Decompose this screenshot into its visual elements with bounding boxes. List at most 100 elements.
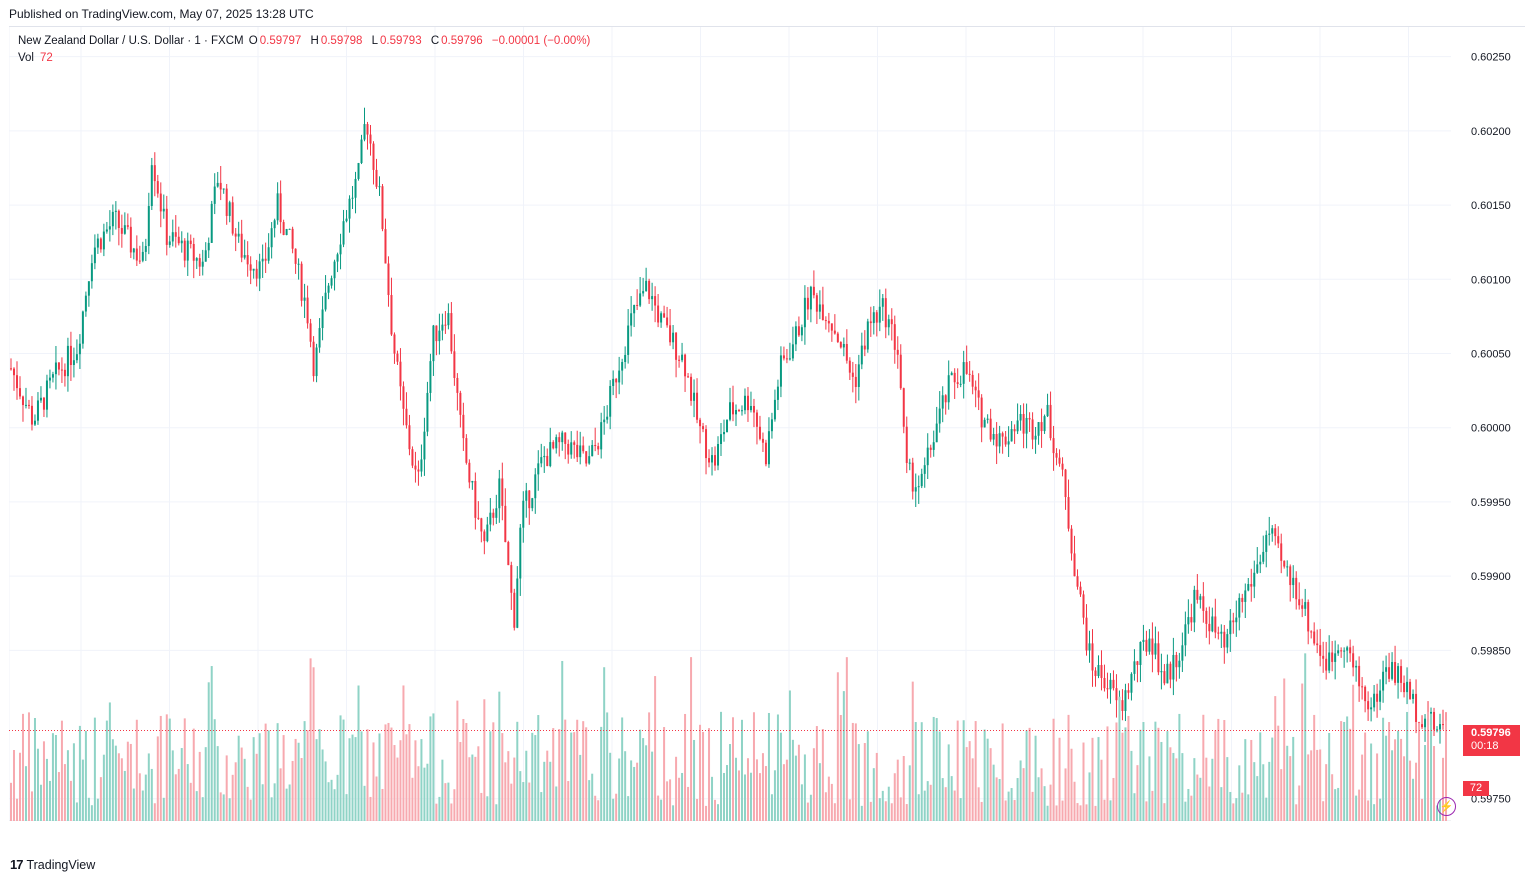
volume-bar: [1103, 799, 1106, 821]
candle-body: [282, 222, 285, 235]
volume-bar: [159, 715, 162, 821]
volume-bar: [1133, 793, 1136, 821]
candle-body: [1442, 724, 1445, 726]
volume-bar: [204, 747, 207, 821]
volume-bar: [720, 711, 723, 821]
volume-bar: [669, 779, 672, 821]
symbol-title[interactable]: New Zealand Dollar / U.S. Dollar · 1 · F…: [18, 35, 244, 47]
volume-bar: [1427, 711, 1430, 821]
volume-bar: [1049, 784, 1052, 821]
candle-body: [678, 359, 681, 361]
candle-body: [1331, 652, 1334, 662]
volume-bar: [12, 750, 15, 821]
candle-body: [1397, 666, 1400, 683]
candle-body: [995, 434, 998, 447]
candle-body: [803, 297, 806, 328]
y-tick-label: 0.60100: [1471, 274, 1511, 286]
candle-body: [375, 169, 378, 187]
candle-body: [720, 434, 723, 444]
candle-body: [1211, 616, 1214, 632]
lightning-icon[interactable]: ⚡: [1437, 797, 1456, 816]
volume-bar: [731, 717, 734, 821]
candle-body: [746, 395, 749, 411]
volume-bar: [980, 801, 983, 821]
volume-bar: [588, 780, 591, 821]
candle-body: [456, 377, 459, 393]
volume-bar: [10, 782, 12, 821]
volume-bar: [1085, 804, 1088, 821]
volume-bar: [690, 657, 693, 821]
volume-bar: [1310, 750, 1313, 821]
volume-bar: [216, 746, 219, 821]
candle-body: [1148, 638, 1151, 652]
volume-bar: [773, 770, 776, 821]
candle-body: [222, 188, 225, 190]
candle-body: [708, 458, 711, 463]
tradingview-logo[interactable]: 17 TradingView: [10, 857, 95, 872]
candle-body: [705, 429, 708, 459]
candle-body: [684, 354, 687, 377]
volume-bar: [905, 804, 908, 821]
volume-label[interactable]: Vol: [18, 52, 34, 64]
volume-bar: [219, 792, 222, 821]
volume-bar: [947, 744, 950, 821]
volume-bar: [576, 719, 579, 821]
candle-body: [1022, 413, 1025, 434]
candle-body: [1259, 561, 1262, 565]
volume-bar: [860, 805, 863, 821]
volume-bar: [276, 723, 279, 821]
candle-body: [884, 298, 887, 328]
volume-bar: [33, 718, 36, 821]
volume-bar: [609, 752, 612, 821]
candle-body: [875, 312, 878, 323]
volume-bar: [1217, 718, 1220, 821]
volume-bar: [606, 712, 609, 821]
volume-bar: [240, 747, 243, 821]
volume-bar: [666, 781, 669, 821]
candle-body: [1184, 624, 1187, 646]
volume-bar: [378, 733, 381, 821]
candle-body: [384, 229, 387, 264]
volume-bar: [696, 798, 699, 821]
candle-body: [1127, 690, 1130, 693]
volume-bar: [60, 720, 63, 821]
price-chart[interactable]: 0.60250 0.60200 0.60150 0.60100 0.60050 0.600…: [9, 27, 1525, 821]
candle-body: [1010, 429, 1013, 442]
volume-bar: [603, 667, 606, 821]
volume-bar: [956, 720, 959, 821]
candle-body: [396, 353, 399, 362]
y-tick-label: 0.59950: [1471, 497, 1511, 509]
candle-body: [273, 220, 276, 229]
volume-bar: [252, 737, 255, 821]
candle-body: [348, 198, 351, 219]
volume-bar: [1040, 768, 1043, 821]
volume-bar: [471, 754, 474, 821]
volume-bar: [351, 734, 354, 821]
volume-bar: [465, 722, 468, 821]
candle-body: [156, 181, 159, 194]
volume-bar: [902, 755, 905, 821]
volume-bar: [96, 798, 99, 821]
candle-body: [1343, 650, 1346, 652]
candle-body: [1421, 724, 1424, 728]
candle-body: [740, 410, 743, 412]
volume-bar: [1124, 727, 1127, 821]
candle-body: [839, 342, 842, 348]
volume-bar: [749, 772, 752, 821]
volume-bar: [968, 741, 971, 821]
candle-body: [827, 320, 830, 324]
volume-bar: [815, 726, 818, 821]
volume-bar: [1385, 735, 1388, 821]
volume-bar: [917, 794, 920, 821]
volume-bar: [1115, 722, 1118, 821]
candle-body: [255, 268, 258, 279]
volume-bar: [911, 681, 914, 821]
candle-body: [1328, 652, 1331, 671]
volume-bar: [782, 764, 785, 821]
volume-bar: [630, 760, 633, 821]
volume-bar: [764, 766, 767, 821]
volume-bar: [1142, 722, 1145, 821]
candle-body: [582, 445, 585, 452]
candle-body: [54, 362, 57, 375]
candle-body: [294, 248, 297, 264]
